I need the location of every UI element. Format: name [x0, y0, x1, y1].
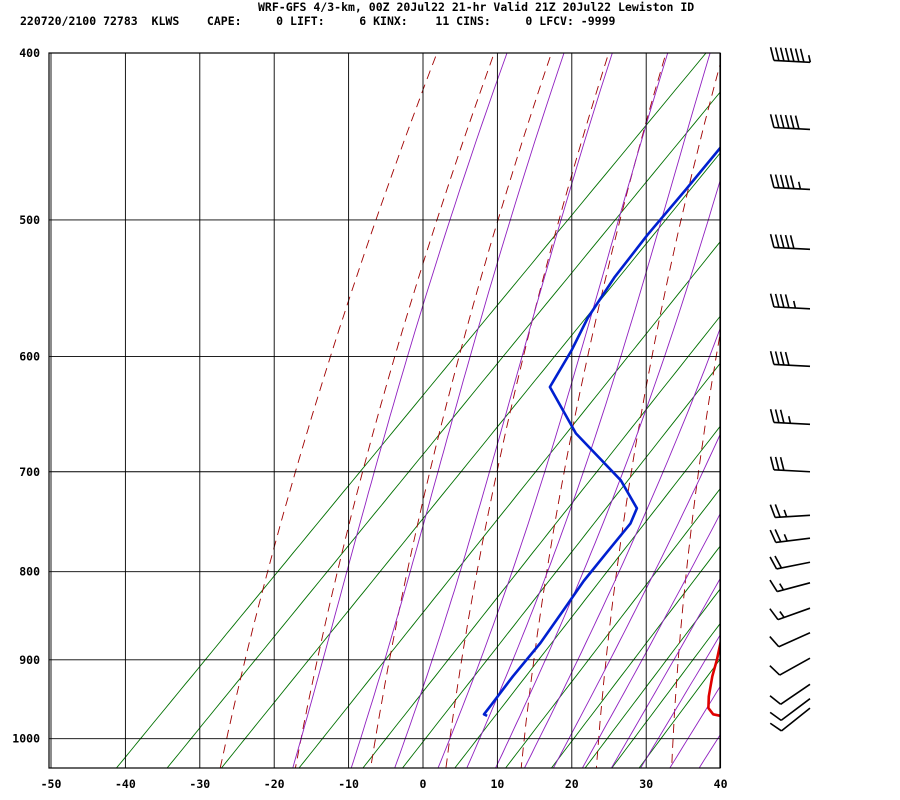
wind-barb — [769, 47, 812, 64]
wind-barb — [769, 657, 811, 676]
wind-barb — [769, 293, 811, 310]
wind-barb — [769, 698, 811, 721]
moist-adiabat-line — [292, 53, 508, 768]
moist-adiabat-line — [523, 327, 720, 768]
dewpoint-profile-line — [482, 146, 720, 718]
x-tick-label: 30 — [639, 777, 653, 791]
wind-barb — [769, 351, 811, 368]
dry-adiabat-line — [671, 331, 720, 768]
y-tick-label: 800 — [19, 565, 40, 579]
x-tick-label: -50 — [41, 777, 62, 791]
moist-adiabat-line — [552, 433, 720, 768]
mixing-ratio-line — [584, 588, 720, 768]
dry-adiabat-line — [219, 53, 438, 768]
y-tick-label: 1000 — [12, 732, 40, 746]
y-tick-label: 600 — [19, 349, 40, 363]
mixing-ratio-line — [550, 545, 720, 768]
y-tick-label: 500 — [19, 213, 40, 227]
moist-adiabat-line — [581, 513, 720, 768]
mixing-ratio-line — [115, 53, 707, 768]
x-tick-label: 0 — [420, 777, 427, 791]
x-tick-label: -40 — [115, 777, 136, 791]
wind-barb — [769, 409, 811, 426]
moist-adiabat-line — [437, 53, 669, 768]
wind-barb — [769, 683, 811, 705]
y-tick-label: 900 — [19, 653, 40, 667]
y-tick-label: 400 — [19, 46, 40, 60]
moist-adiabat-line — [466, 53, 711, 768]
dry-adiabat-line — [747, 15, 847, 783]
sounding-indices: 220720/2100 72783 KLWS CAPE: 0 LIFT: 6 K… — [20, 14, 616, 28]
wind-barb — [769, 607, 811, 621]
temperature-profile-line — [707, 638, 720, 718]
dry-adiabat-line — [895, 15, 900, 783]
x-tick-label: 10 — [490, 777, 504, 791]
moist-adiabat-line — [610, 577, 720, 768]
wind-barb — [769, 707, 811, 732]
moist-adiabat-line — [495, 179, 720, 768]
wind-barb — [769, 631, 811, 648]
x-tick-label: 40 — [714, 777, 728, 791]
x-tick-label: -30 — [189, 777, 210, 791]
x-tick-label: -20 — [264, 777, 285, 791]
y-tick-label: 700 — [19, 465, 40, 479]
x-tick-label: 20 — [565, 777, 579, 791]
mixing-ratio-line — [362, 315, 720, 768]
mixing-ratio-line — [611, 623, 720, 768]
wind-barb — [769, 555, 811, 570]
chart-title: WRF-GFS 4/3-km, 00Z 20Jul22 21-hr Valid … — [258, 0, 695, 14]
moist-adiabat-line — [640, 634, 720, 768]
mixing-ratio-line — [220, 152, 720, 768]
wind-barb — [769, 456, 811, 473]
dry-adiabat-line — [445, 53, 610, 768]
mixing-ratio-line — [638, 658, 720, 768]
dry-adiabat-line — [370, 53, 552, 768]
wind-barb — [769, 234, 811, 251]
moist-adiabat-line — [394, 53, 613, 768]
moist-adiabat-line — [669, 685, 720, 768]
mixing-ratio-line — [454, 425, 720, 768]
wind-barb — [769, 504, 811, 519]
wind-barb — [769, 529, 811, 544]
dry-adiabat-line — [294, 53, 495, 768]
mixing-ratio-line — [298, 241, 720, 768]
dry-adiabat-line — [822, 15, 900, 783]
wind-barb — [769, 114, 811, 131]
wind-barb — [769, 579, 811, 593]
dry-adiabat-line — [595, 63, 720, 768]
wind-barb — [769, 174, 811, 191]
x-tick-label: -10 — [338, 777, 359, 791]
plot-frame — [48, 52, 721, 769]
mixing-ratio-line — [401, 362, 720, 768]
dry-adiabat-line — [520, 53, 667, 768]
mixing-ratio-line — [166, 91, 720, 768]
moist-adiabat-line — [350, 53, 565, 768]
